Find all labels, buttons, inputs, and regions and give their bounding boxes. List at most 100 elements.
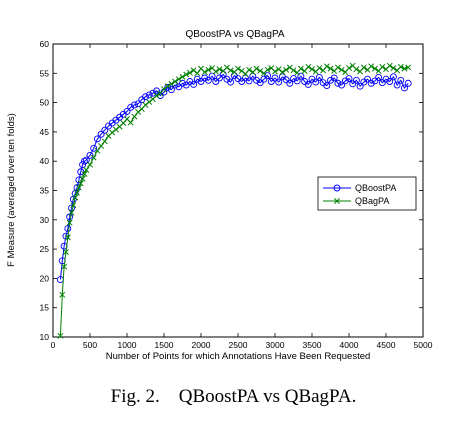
data-point xyxy=(175,76,182,83)
data-point xyxy=(315,73,323,81)
data-point xyxy=(216,66,223,73)
y-tick-label: 35 xyxy=(40,186,50,196)
data-point xyxy=(93,135,101,143)
data-point xyxy=(75,184,82,191)
data-point xyxy=(249,72,257,80)
data-point xyxy=(272,68,278,75)
data-point xyxy=(72,194,79,201)
data-point xyxy=(205,66,212,73)
data-point xyxy=(286,64,293,71)
data-point xyxy=(390,65,397,71)
data-point xyxy=(375,73,383,81)
data-point xyxy=(227,78,235,86)
data-point xyxy=(297,65,304,72)
series-layer xyxy=(56,62,412,339)
x-tick-label: 2500 xyxy=(229,340,248,350)
data-point xyxy=(182,81,190,89)
data-point xyxy=(282,76,290,84)
data-point xyxy=(183,71,190,78)
data-point xyxy=(204,76,212,84)
y-tick-label: 25 xyxy=(40,244,50,254)
data-point xyxy=(338,66,345,73)
data-point xyxy=(352,76,360,84)
data-point xyxy=(382,75,390,83)
x-tick-label: 4000 xyxy=(340,340,359,350)
data-point xyxy=(304,80,312,88)
data-point xyxy=(386,62,393,69)
data-point xyxy=(64,234,71,241)
y-tick-label: 55 xyxy=(40,68,50,78)
x-tick-labels: 0 500 1000 1500 2000 2500 3000 3500 4000 4500 5000 xyxy=(51,340,433,350)
data-point xyxy=(164,83,171,90)
figure-caption: Fig. 2. QBoostPA vs QBagPA. xyxy=(0,386,467,408)
data-point xyxy=(127,119,134,126)
data-point xyxy=(334,64,341,71)
data-point xyxy=(264,66,271,73)
data-point xyxy=(330,74,338,82)
data-point xyxy=(83,167,90,173)
data-point xyxy=(401,65,408,72)
x-tick-label: 2000 xyxy=(192,340,211,350)
data-point xyxy=(186,69,193,76)
data-point xyxy=(297,72,305,80)
legend-label: QBoostPA xyxy=(355,183,396,193)
data-point xyxy=(61,263,68,270)
y-tick-label: 15 xyxy=(40,303,50,313)
data-point xyxy=(193,75,201,83)
data-point xyxy=(349,80,357,88)
caption-text: QBoostPA vs QBagPA. xyxy=(178,386,357,407)
data-point xyxy=(66,213,74,221)
data-point xyxy=(98,143,105,149)
data-point xyxy=(341,77,349,85)
data-point xyxy=(135,109,142,115)
data-point xyxy=(290,67,297,74)
data-point xyxy=(212,78,220,85)
data-point xyxy=(371,65,378,72)
data-point xyxy=(142,93,149,101)
series-QBagPA xyxy=(57,62,412,339)
data-point xyxy=(327,65,334,72)
data-point xyxy=(153,92,160,99)
data-point xyxy=(323,82,331,90)
y-tick-label: 10 xyxy=(40,332,50,342)
data-point xyxy=(194,70,201,77)
y-tick-label: 50 xyxy=(40,98,50,108)
data-point xyxy=(286,79,294,87)
data-point xyxy=(97,130,105,138)
data-point xyxy=(149,89,157,97)
data-point xyxy=(279,69,286,76)
data-point xyxy=(172,78,179,85)
data-point xyxy=(82,156,90,164)
data-point xyxy=(368,63,375,70)
data-point xyxy=(86,151,94,159)
data-point xyxy=(345,75,353,83)
data-point xyxy=(405,64,412,71)
data-point xyxy=(397,63,404,70)
x-tick-label: 3000 xyxy=(266,340,285,350)
x-tick-label: 3500 xyxy=(303,340,322,350)
data-point xyxy=(161,86,167,93)
data-point xyxy=(401,84,408,92)
data-point xyxy=(238,68,245,74)
legend-entry: QBoostPA xyxy=(323,183,396,193)
legend: QBoostPA QBagPA xyxy=(317,176,417,211)
data-point xyxy=(353,66,360,73)
data-point xyxy=(264,72,272,80)
data-point xyxy=(253,76,260,84)
data-point xyxy=(190,67,197,74)
data-point xyxy=(109,129,116,136)
data-point xyxy=(68,209,75,216)
data-point xyxy=(153,87,161,95)
data-point xyxy=(223,64,230,71)
data-point xyxy=(90,154,97,161)
data-point xyxy=(364,75,371,83)
x-tick-label: 1500 xyxy=(155,340,174,350)
data-point xyxy=(80,157,88,165)
data-point xyxy=(127,103,135,111)
data-point xyxy=(57,332,64,339)
data-point xyxy=(246,66,253,73)
data-point xyxy=(404,79,412,87)
data-point xyxy=(360,64,367,71)
data-point xyxy=(293,77,301,85)
data-point xyxy=(73,184,81,192)
